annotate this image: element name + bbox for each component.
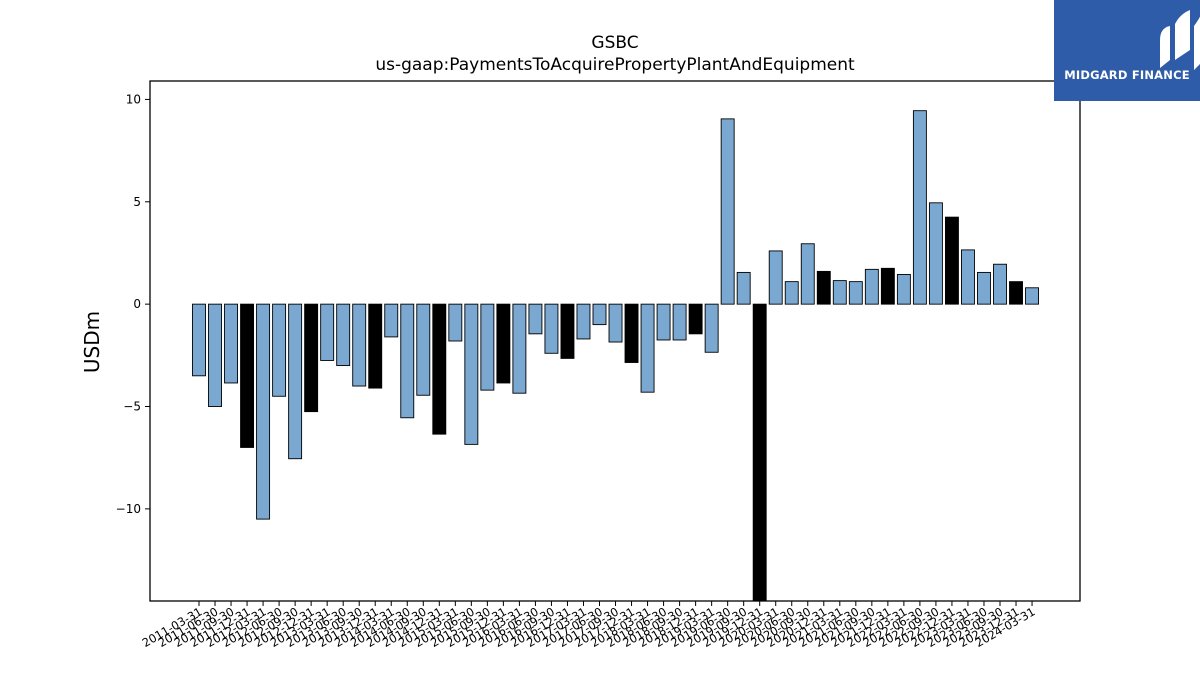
bar-2017-12-31 bbox=[624, 303, 639, 363]
bar-2015-12-31 bbox=[496, 303, 511, 384]
bar-2018-09-30 bbox=[672, 303, 687, 341]
bar-2019-09-30 bbox=[736, 271, 751, 305]
axes-group: 2011-03-312011-06-302011-09-302011-12-31… bbox=[116, 80, 1081, 650]
bar-2019-03-31 bbox=[704, 303, 719, 353]
chart-subtitle: us-gaap:PaymentsToAcquirePropertyPlantAn… bbox=[375, 55, 855, 75]
bar-2011-03-31 bbox=[192, 303, 206, 377]
bar-2013-12-31 bbox=[368, 303, 383, 389]
bar-2017-09-30 bbox=[608, 303, 623, 343]
bar-2012-03-31 bbox=[256, 303, 271, 520]
bar-2023-06-30 bbox=[977, 271, 991, 305]
logo-text: MIDGARD FINANCE bbox=[1064, 68, 1190, 82]
bar-2023-12-31 bbox=[1009, 281, 1023, 305]
bars-group bbox=[192, 110, 1039, 602]
bar-2018-12-31 bbox=[688, 303, 703, 335]
y-tick-label: 0 bbox=[133, 297, 141, 311]
bar-2020-03-31 bbox=[768, 250, 783, 305]
y-tick-label: 10 bbox=[126, 92, 141, 106]
bar-2016-09-30 bbox=[544, 303, 559, 354]
bar-2013-03-31 bbox=[320, 303, 335, 361]
bar-2020-06-30 bbox=[784, 281, 799, 305]
bar-2022-03-31 bbox=[896, 274, 911, 305]
bar-2019-06-30 bbox=[720, 118, 735, 305]
bar-2016-06-30 bbox=[528, 303, 543, 335]
bar-2014-09-30 bbox=[416, 303, 431, 396]
bar-2014-03-31 bbox=[384, 303, 399, 338]
bar-2017-06-30 bbox=[592, 303, 607, 326]
bar-2021-03-31 bbox=[832, 280, 847, 305]
bar-2024-03-31 bbox=[1025, 287, 1039, 305]
bar-2015-03-31 bbox=[448, 303, 463, 342]
chart-title-block: GSBC us-gaap:PaymentsToAcquirePropertyPl… bbox=[150, 32, 1080, 76]
bar-2011-12-31 bbox=[240, 303, 255, 448]
midgard-finance-logo: MIDGARD FINANCE bbox=[1054, 0, 1200, 101]
bar-2012-12-31 bbox=[304, 303, 319, 413]
bar-2012-06-30 bbox=[272, 303, 287, 397]
y-tick-label: −5 bbox=[123, 400, 141, 414]
bar-2011-06-30 bbox=[208, 303, 222, 407]
chart-title: GSBC bbox=[591, 33, 639, 53]
y-axis-label: USDm bbox=[80, 311, 104, 373]
bar-2016-03-31 bbox=[512, 303, 527, 394]
bar-2014-12-31 bbox=[432, 303, 447, 435]
bar-2022-09-30 bbox=[928, 202, 943, 305]
bar-2012-09-30 bbox=[288, 303, 303, 460]
bar-2015-09-30 bbox=[480, 303, 495, 391]
bar-2016-12-31 bbox=[560, 303, 575, 359]
bar-2021-09-30 bbox=[864, 268, 879, 305]
bar-2021-12-31 bbox=[880, 267, 895, 305]
bar-2020-09-30 bbox=[800, 243, 815, 305]
bar-2014-06-30 bbox=[400, 303, 415, 419]
bar-2022-12-31 bbox=[944, 216, 959, 305]
bar-2022-06-30 bbox=[912, 110, 927, 305]
bar-2013-06-30 bbox=[336, 303, 351, 367]
logo-mark-icon bbox=[1160, 10, 1200, 70]
bar-2018-06-30 bbox=[656, 303, 671, 341]
bar-2019-12-31 bbox=[752, 303, 767, 602]
bar-2018-03-31 bbox=[640, 303, 655, 393]
bar-2023-09-30 bbox=[993, 263, 1007, 305]
bar-2013-09-30 bbox=[352, 303, 367, 387]
plot-frame bbox=[149, 80, 1081, 602]
bar-2017-03-31 bbox=[576, 303, 591, 340]
bar-2021-06-30 bbox=[848, 281, 863, 305]
y-tick-label: 5 bbox=[133, 195, 141, 209]
bar-2015-06-30 bbox=[464, 303, 479, 445]
bar-2020-12-31 bbox=[816, 270, 831, 305]
bar-2011-09-30 bbox=[224, 303, 238, 384]
bar-2023-03-31 bbox=[961, 249, 975, 305]
y-tick-label: −10 bbox=[116, 502, 141, 516]
